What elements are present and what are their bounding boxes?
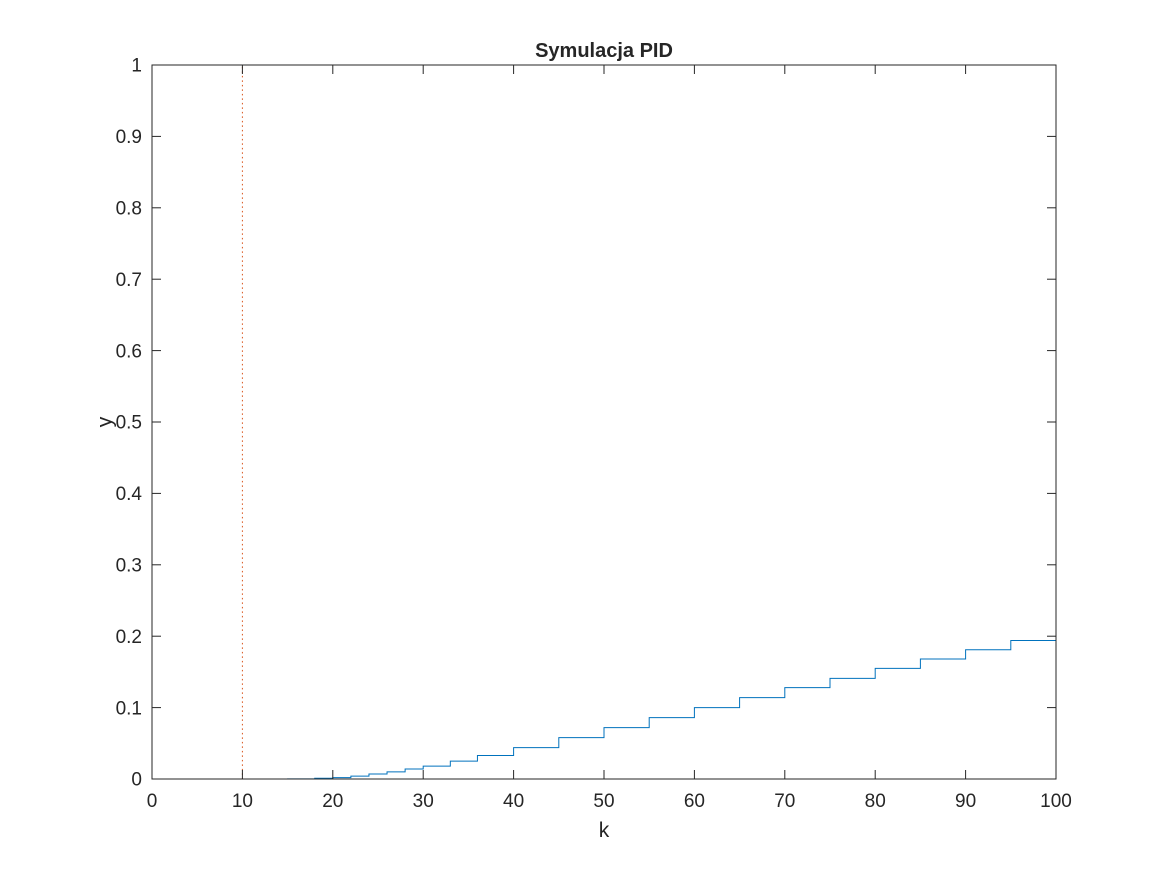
y-tick-labels: 0 0.1 0.2 0.3 0.4 0.5 0.6 0.7 0.8 0.9 1 xyxy=(116,56,143,791)
y-tick-label: 0.9 xyxy=(116,127,142,148)
response-line xyxy=(161,631,1057,780)
y-tick-label: 0.3 xyxy=(116,555,142,576)
x-tick-label: 30 xyxy=(413,791,434,812)
y-tick-label: 0 xyxy=(131,770,142,791)
y-tick-label: 0.7 xyxy=(116,270,142,291)
x-tick-label: 80 xyxy=(865,791,886,812)
y-tick-label: 0.2 xyxy=(116,627,142,648)
y-tick-label: 1 xyxy=(131,56,142,77)
x-tick-label: 90 xyxy=(955,791,976,812)
x-tick-label: 100 xyxy=(1040,791,1072,812)
x-tick-label: 70 xyxy=(774,791,795,812)
x-tick-label: 20 xyxy=(322,791,343,812)
x-axis-label: k xyxy=(599,819,610,842)
x-tick-label: 0 xyxy=(147,791,158,812)
chart-title: Symulacja PID xyxy=(535,40,673,62)
y-tick-label: 0.5 xyxy=(116,413,142,434)
y-tick-label: 0.4 xyxy=(116,484,143,505)
y-tick-label: 0.6 xyxy=(116,341,142,362)
x-tick-label: 60 xyxy=(684,791,705,812)
x-tick-labels: 0 10 20 30 40 50 60 70 80 90 100 xyxy=(147,791,1072,812)
y-tick-label: 0.1 xyxy=(116,698,142,719)
x-tick-label: 10 xyxy=(232,791,253,812)
plot-frame xyxy=(151,64,1057,780)
x-tick-label: 40 xyxy=(503,791,524,812)
plot-area xyxy=(152,65,1056,779)
x-tick-label: 50 xyxy=(593,791,614,812)
y-axis-label: y xyxy=(93,416,116,427)
y-tick-label: 0.8 xyxy=(116,198,142,219)
